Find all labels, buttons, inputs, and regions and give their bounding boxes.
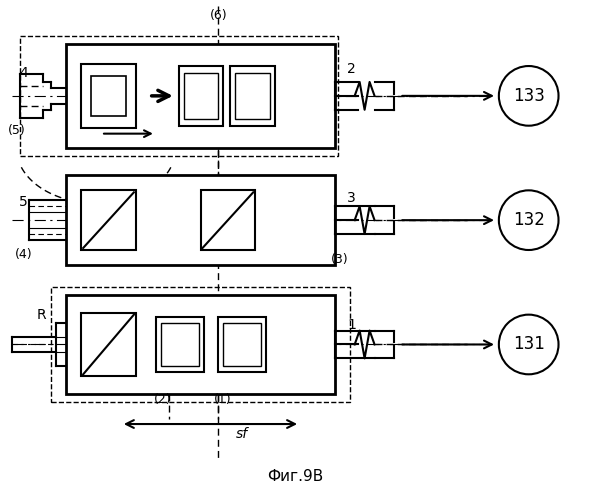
Text: (6): (6) xyxy=(210,9,227,22)
Text: Фиг.9В: Фиг.9В xyxy=(267,469,323,484)
Bar xyxy=(67,44,335,148)
Text: 5: 5 xyxy=(19,196,28,209)
Bar xyxy=(184,73,219,118)
Bar xyxy=(178,66,223,126)
Bar xyxy=(236,73,270,118)
Bar xyxy=(219,316,266,372)
Bar xyxy=(91,76,126,116)
Bar xyxy=(200,190,255,250)
Text: (2): (2) xyxy=(154,392,171,406)
Text: (1): (1) xyxy=(214,392,231,406)
Text: 4: 4 xyxy=(19,66,28,80)
Text: (4): (4) xyxy=(15,248,32,262)
Bar xyxy=(155,316,204,372)
Bar xyxy=(81,312,136,376)
Bar xyxy=(230,66,275,126)
Bar xyxy=(81,190,136,250)
Bar xyxy=(161,322,198,366)
Text: sf: sf xyxy=(236,427,249,441)
Bar xyxy=(67,176,335,265)
Text: 1: 1 xyxy=(348,318,356,332)
Text: (5): (5) xyxy=(8,124,25,137)
Text: R: R xyxy=(37,308,46,322)
Text: 3: 3 xyxy=(348,192,356,205)
Text: 133: 133 xyxy=(513,87,545,105)
Bar xyxy=(51,287,350,402)
Bar xyxy=(81,64,136,128)
Bar xyxy=(223,322,261,366)
Text: 132: 132 xyxy=(513,211,545,229)
Text: 131: 131 xyxy=(513,336,545,353)
Text: (3): (3) xyxy=(331,254,349,266)
Bar xyxy=(67,294,335,394)
Bar xyxy=(19,36,337,156)
Text: 2: 2 xyxy=(348,62,356,76)
